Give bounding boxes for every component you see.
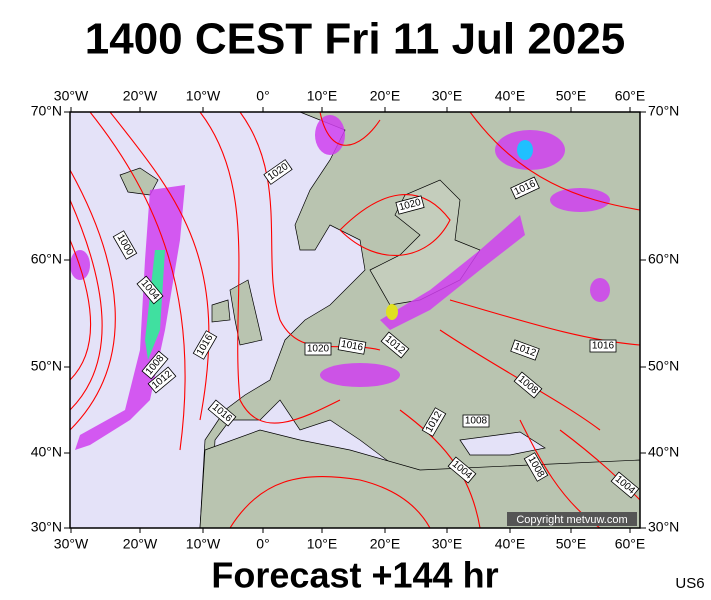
- isobar-label: 1020: [395, 195, 425, 215]
- rain-band-baltic: [380, 215, 525, 330]
- lat-label-right: 40°N: [648, 444, 679, 460]
- lon-label-top: 10°W: [186, 88, 221, 104]
- isobar-label: 1016: [337, 337, 367, 355]
- isobar-label: 1008: [462, 414, 490, 428]
- isobar-label-box: [380, 331, 410, 359]
- lon-label-bottom: 60°E: [615, 536, 646, 552]
- isobar-label-text: 1020: [307, 344, 330, 355]
- isobar-label: 1020: [304, 342, 332, 356]
- isobar: [339, 194, 451, 256]
- lon-label-top: 60°E: [615, 88, 646, 104]
- isobar-label-text: 1016: [340, 339, 364, 354]
- lat-label-right: 30°N: [648, 519, 679, 535]
- rain-cell: [320, 363, 400, 387]
- ireland: [211, 299, 231, 323]
- isobar: [70, 239, 92, 381]
- isobar: [89, 112, 186, 451]
- isobar-label-box: [207, 399, 237, 427]
- forecast-label: Forecast +144 hr: [211, 555, 498, 596]
- north-africa: [199, 429, 640, 528]
- isobar-label-box: [337, 337, 367, 355]
- rain-core: [145, 250, 165, 360]
- isobar-label-box: [263, 159, 293, 185]
- lon-label-bottom: 20°E: [370, 536, 401, 552]
- isobar-label-box: [112, 230, 138, 260]
- isobar-label-box: [523, 452, 549, 482]
- lon-label-bottom: 30°E: [432, 536, 463, 552]
- isobar: [229, 475, 431, 528]
- lon-label-bottom: 20°W: [123, 536, 158, 552]
- isobar: [469, 112, 640, 211]
- lon-label-top: 50°E: [556, 88, 587, 104]
- isobar-label-box: [513, 371, 543, 399]
- lat-label-left: 40°N: [31, 444, 62, 460]
- lat-label-left: 70°N: [31, 103, 62, 119]
- copyright-box: [507, 512, 637, 526]
- isobar-label-box: [447, 456, 477, 484]
- isobar-label-box: [136, 275, 164, 305]
- isobar-label: 1016: [589, 339, 617, 353]
- lat-label-left: 50°N: [31, 358, 62, 374]
- isobar: [399, 409, 481, 528]
- isobar-label-box: [141, 350, 169, 380]
- lon-label-bottom: 30°W: [54, 536, 89, 552]
- lon-label-bottom: 40°E: [495, 536, 526, 552]
- model-label: US6: [675, 575, 704, 592]
- isobar: [70, 169, 116, 431]
- rain-cell: [590, 278, 610, 302]
- isobar-label-text: 1008: [465, 416, 488, 427]
- isobar-label-box: [610, 471, 640, 499]
- lat-label-right: 60°N: [648, 251, 679, 267]
- lat-label-right: 50°N: [648, 358, 679, 374]
- isobar: [449, 299, 640, 346]
- isobar: [109, 112, 210, 421]
- map-area: [70, 112, 640, 528]
- isobar-label-box: [421, 407, 447, 437]
- iceland: [119, 167, 159, 196]
- rain-cell: [550, 188, 610, 212]
- lon-label-top: 10°E: [307, 88, 338, 104]
- isobar: [199, 112, 341, 424]
- black-sea: [459, 431, 546, 456]
- lon-label-top: 30°W: [54, 88, 89, 104]
- isobar-label-box: [304, 342, 332, 356]
- lon-label-bottom: 10°W: [186, 536, 221, 552]
- lon-label-bottom: 0°: [256, 536, 269, 552]
- rain-core: [517, 140, 533, 160]
- isobar-label-box: [510, 176, 540, 200]
- lon-label-bottom: 10°E: [307, 536, 338, 552]
- isobar-label-box: [462, 414, 490, 428]
- rain-core: [386, 304, 398, 320]
- lon-label-top: 20°W: [123, 88, 158, 104]
- lon-label-top: 20°E: [370, 88, 401, 104]
- isobar-label-text: 1016: [592, 341, 615, 352]
- lon-label-top: 40°E: [495, 88, 526, 104]
- rain-cell: [70, 250, 90, 280]
- isobar-label-box: [395, 195, 425, 215]
- lon-label-top: 30°E: [432, 88, 463, 104]
- copyright: Copyright metvuw.com: [516, 514, 627, 526]
- title: 1400 CEST Fri 11 Jul 2025: [85, 15, 626, 64]
- heavy-precipitation: [145, 140, 533, 360]
- lon-label-bottom: 50°E: [556, 536, 587, 552]
- lat-label-right: 70°N: [648, 103, 679, 119]
- isobar-label-box: [192, 330, 218, 360]
- isobar-label-box: [589, 339, 617, 353]
- isobar: [70, 199, 103, 411]
- isobar-label-box: [510, 339, 540, 361]
- isobar: [239, 112, 381, 351]
- rain-cell: [315, 115, 345, 155]
- lat-label-left: 60°N: [31, 251, 62, 267]
- isobar: [319, 112, 381, 146]
- lon-label-top: 0°: [256, 88, 269, 104]
- map-frame: [69, 111, 641, 529]
- isobar-label-box: [147, 366, 177, 394]
- lat-label-left: 30°N: [31, 519, 62, 535]
